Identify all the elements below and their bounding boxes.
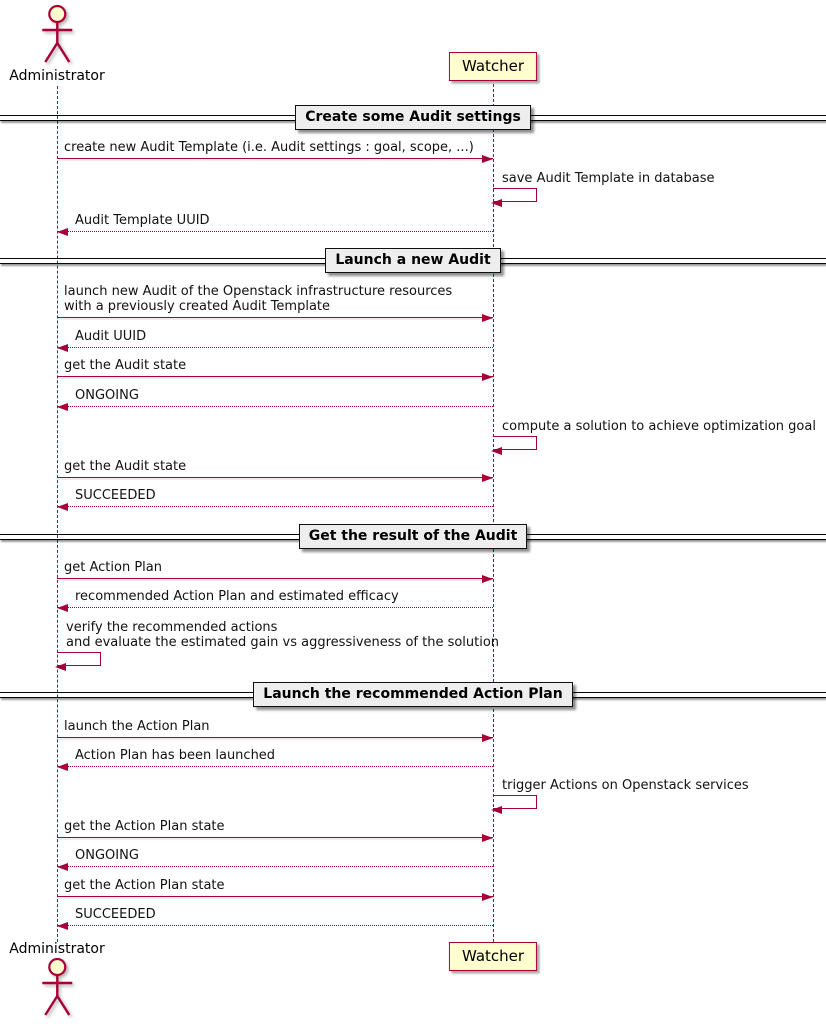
message-label: trigger Actions on Openstack services [502,778,749,793]
message-line [57,766,493,767]
message-label: get Action Plan [64,560,162,575]
message-label: ONGOING [75,388,139,403]
message-line [57,837,493,838]
arrowhead-icon [55,662,66,671]
message-line [57,376,493,377]
message-label: save Audit Template in database [502,171,715,186]
message-label: create new Audit Template (i.e. Audit se… [64,140,474,155]
participant-watcher-bottom: Watcher [448,942,538,971]
message-line [57,347,493,348]
message-label: compute a solution to achieve optimizati… [502,419,816,434]
section-divider-title: Create some Audit settings [295,105,531,130]
arrowhead-icon [491,805,502,814]
message-label: verify the recommended actions and evalu… [66,620,500,650]
section-divider: Get the result of the Audit [0,524,826,549]
message-line [57,925,493,926]
lifeline-administrator [57,86,58,942]
section-divider-title: Launch a new Audit [325,248,501,273]
arrowhead-icon [491,446,502,455]
message-line [57,506,493,507]
message-line [57,607,493,608]
message-label: launch the Action Plan [64,719,210,734]
arrowhead-icon [57,343,68,352]
message-label: get the Action Plan state [64,878,225,893]
arrowhead-icon [482,372,493,381]
participant-label: Watcher [461,947,525,965]
message-label: ONGOING [75,848,139,863]
message-label: get the Audit state [64,358,187,373]
self-message-loop [55,652,101,671]
arrowhead-icon [482,473,493,482]
participant-watcher-top: Watcher [448,52,538,81]
arrowhead-icon [482,892,493,901]
actor-icon [42,5,72,63]
arrowhead-icon [57,762,68,771]
message-line [57,866,493,867]
message-label: get the Audit state [64,459,187,474]
arrowhead-icon [57,603,68,612]
self-message-loop [491,436,537,455]
message-label: Audit Template UUID [75,213,210,228]
message-label: SUCCEEDED [75,907,156,922]
actor-label: Administrator [9,941,105,957]
message-line [57,406,493,407]
message-label: recommended Action Plan and estimated ef… [75,589,399,604]
message-line [57,231,493,232]
section-divider-title: Launch the recommended Action Plan [253,682,573,707]
self-message-loop [491,188,537,207]
message-label: get the Action Plan state [64,819,225,834]
message-line [57,158,493,159]
arrowhead-icon [491,198,502,207]
section-divider: Launch a new Audit [0,248,826,273]
message-line [57,477,493,478]
participant-label: Watcher [461,57,525,75]
section-divider: Create some Audit settings [0,105,826,130]
lifeline-watcher [493,84,494,942]
actor-administrator-bottom: Administrator [9,941,105,1020]
arrowhead-icon [482,154,493,163]
arrowhead-icon [482,313,493,322]
message-line [57,896,493,897]
message-label: Audit UUID [75,329,147,344]
arrowhead-icon [482,833,493,842]
arrowhead-icon [57,502,68,511]
arrowhead-icon [57,402,68,411]
message-line [57,737,493,738]
message-line [57,578,493,579]
arrowhead-icon [482,574,493,583]
arrowhead-icon [482,733,493,742]
arrowhead-icon [57,862,68,871]
section-divider-title: Get the result of the Audit [298,524,528,549]
actor-icon [42,958,72,1016]
actor-administrator-top: Administrator [9,5,105,84]
message-label: Action Plan has been launched [75,748,276,763]
section-divider: Launch the recommended Action Plan [0,682,826,707]
arrowhead-icon [57,921,68,930]
message-label: SUCCEEDED [75,488,156,503]
actor-label: Administrator [9,68,105,84]
self-message-loop [491,795,537,814]
arrowhead-icon [57,227,68,236]
message-label: launch new Audit of the Openstack infras… [64,284,453,314]
message-line [57,317,493,318]
